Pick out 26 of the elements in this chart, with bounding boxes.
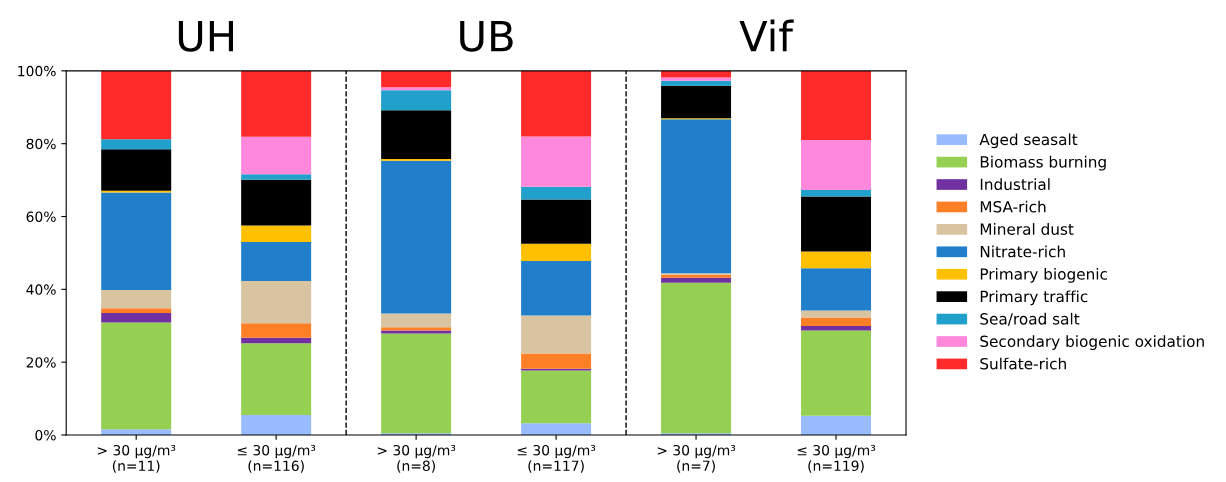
y-tick-label: 100% bbox=[18, 65, 56, 77]
x-tick-label: ≤ 30 µg/m³ (n=117) bbox=[517, 444, 596, 473]
legend-label: MSA-rich bbox=[980, 200, 1046, 213]
y-tick-label: 60% bbox=[26, 211, 56, 222]
y-tick-label: 40% bbox=[26, 284, 56, 295]
legend-label: Sea/road salt bbox=[980, 312, 1080, 326]
y-tick-label: 20% bbox=[26, 357, 56, 368]
text: Vif bbox=[739, 19, 794, 52]
x-tick-label: ≤ 30 µg/m³ (n=116) bbox=[237, 444, 316, 473]
legend-label: Primary traffic bbox=[980, 290, 1088, 306]
legend-label: Sulfate-rich bbox=[980, 357, 1066, 370]
legend-label: Secondary biogenic oxidation bbox=[980, 335, 1204, 351]
x-tick-label: > 30 µg/m³ (n=7) bbox=[657, 444, 736, 473]
y-tick-label: 0% bbox=[35, 429, 56, 441]
legend-label: Nitrate-rich bbox=[980, 245, 1065, 258]
legend-label: Mineral dust bbox=[980, 223, 1074, 235]
x-tick-label: > 30 µg/m³ (n=8) bbox=[377, 444, 456, 473]
x-tick-label: > 30 µg/m³ (n=11) bbox=[97, 444, 176, 473]
text: UH bbox=[178, 20, 233, 52]
y-tick-label: 80% bbox=[26, 138, 56, 150]
legend-label: Biomass burning bbox=[980, 155, 1106, 171]
legend-label: Primary biogenic bbox=[980, 267, 1107, 283]
x-tick-label: ≤ 30 µg/m³ (n=119) bbox=[797, 444, 876, 473]
text: UB bbox=[460, 20, 513, 52]
legend-label: Industrial bbox=[980, 178, 1050, 191]
legend-label: Aged seasalt bbox=[979, 133, 1078, 149]
